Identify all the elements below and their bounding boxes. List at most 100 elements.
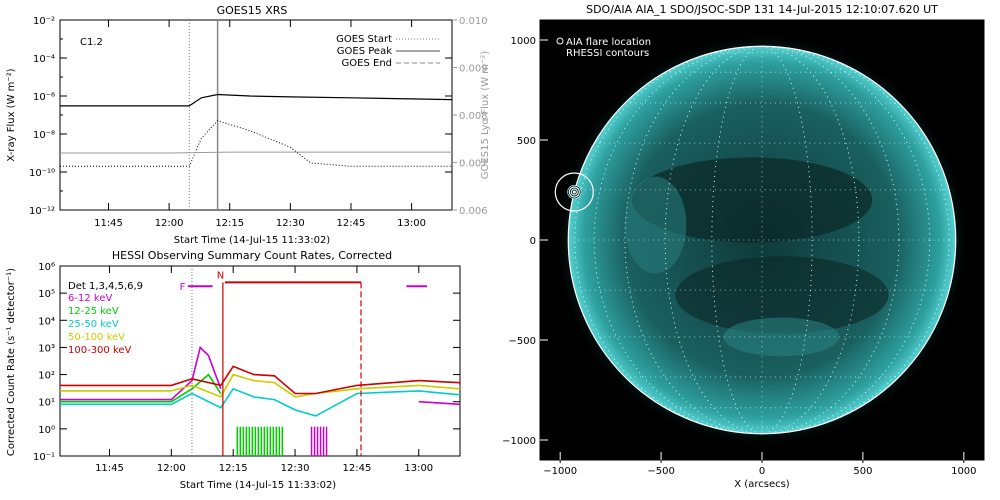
hessi-legend: Det 1,3,4,5,6,9 6-12 keV 12-25 keV 25-50 k… (68, 281, 143, 356)
hessi-x-tick-label: 12:00 (157, 463, 186, 474)
hessi-y-tick-label: 10⁻¹ (33, 452, 55, 463)
hessi-legend-2: 25-50 keV (68, 319, 119, 330)
goes-y2-tick-label: 0.009 (459, 64, 488, 75)
hessi-data: NF (60, 266, 461, 456)
aia-y-tick-label: 1000 (511, 36, 536, 47)
goes-y-tick-label: 10⁻⁸ (33, 130, 55, 141)
goes-xrs-panel: GOES15 XRS 10⁻² 10⁻⁴ 10⁻⁶ 10⁻⁸ 10⁻¹⁰ 10⁻¹² 0.… (6, 4, 491, 246)
aia-y-tick-label: −500 (509, 336, 536, 347)
goes-x-axis: 11:45 12:00 12:15 12:30 12:45 13:00 (94, 20, 426, 229)
bright-region-east (624, 176, 687, 274)
hessi-x-tick-label: 12:15 (219, 463, 248, 474)
limb-circle (567, 45, 957, 435)
goes-series-0 (60, 93, 453, 107)
legend-goes-end: GOES End (342, 58, 392, 69)
goes-series-1 (60, 120, 452, 167)
goes-y-tick-label: 10⁻¹⁰ (29, 168, 55, 179)
goes-data (60, 20, 453, 210)
hessi-detectors: Det 1,3,4,5,6,9 (68, 281, 143, 292)
goes-legend: GOES Start GOES Peak GOES End (336, 34, 440, 69)
aia-axes: −1000 −500 0 500 1000 1000 500 0 −500 −1000 (502, 36, 976, 477)
goes-y2-tick-label: 0.008 (459, 111, 488, 122)
aia-y-tick-label: −1000 (502, 436, 536, 447)
legend-rhessi-contours: RHESSI contours (566, 48, 649, 59)
hessi-panel: HESSI Observing Summary Count Rates, Cor… (6, 249, 461, 491)
goes-x-tick-label: 12:45 (337, 218, 366, 229)
hessi-y-tick-label: 10⁴ (38, 316, 55, 327)
hessi-x-label: Start Time (14-Jul-15 11:33:02) (180, 480, 337, 491)
aia-x-tick-label: −1000 (543, 466, 577, 477)
goes-flare-class: C1.2 (80, 37, 103, 48)
goes-y2-label: GOES15 Lyα Flux (W m⁻²) (480, 51, 491, 179)
goes-y2-tick-label: 0.007 (459, 159, 488, 170)
goes-x-tick-label: 13:00 (397, 218, 426, 229)
sun-disk (554, 32, 970, 448)
legend-aia-flare: AIA flare location (566, 37, 651, 48)
hessi-y-tick-label: 10⁶ (38, 262, 55, 273)
hessi-y-tick-label: 10⁵ (38, 289, 55, 300)
goes-y-tick-label: 10⁻¹² (29, 206, 55, 217)
goes-x-tick-label: 12:00 (155, 218, 184, 229)
goes-y2-tick-label: 0.006 (459, 206, 488, 217)
goes-y2-tick-label: 0.010 (459, 16, 488, 27)
hessi-marker-n: N (217, 270, 224, 281)
goes-series-2 (60, 151, 452, 154)
aia-x-tick-label: 1000 (951, 466, 976, 477)
aia-y-tick-label: 500 (517, 136, 536, 147)
goes-y-tick-label: 10⁻² (33, 16, 55, 27)
legend-goes-start: GOES Start (336, 34, 392, 45)
hessi-y-label: Corrected Count Rate (s⁻¹ detector⁻¹) (6, 268, 17, 456)
hessi-legend-1: 12-25 keV (68, 306, 119, 317)
goes-x-tick-label: 12:15 (215, 218, 244, 229)
hessi-title: HESSI Observing Summary Count Rates, Cor… (112, 249, 392, 262)
goes-plot-frame (59, 19, 453, 211)
hessi-series-3-seg0 (60, 373, 461, 398)
hessi-legend-4: 100-300 keV (68, 345, 132, 356)
aia-legend: AIA flare location RHESSI contours (556, 37, 651, 59)
aia-panel: SDO/AIA AIA_1 SDO/JSOC-SDP 131 14-Jul-20… (502, 0, 1000, 500)
aia-x-label: X (arcsecs) (734, 479, 790, 490)
hessi-y-tick-label: 10³ (38, 343, 55, 354)
hessi-legend-0: 6-12 keV (68, 293, 112, 304)
dark-region-north (631, 157, 873, 243)
legend-flare-marker (556, 37, 564, 45)
aia-y-tick-label: 0 (530, 236, 536, 247)
grid-longitude (624, 45, 900, 435)
hessi-x-axis: 11:45 12:00 12:15 12:30 12:45 13:00 (95, 266, 433, 474)
goes-y-tick-label: 10⁻⁴ (33, 54, 55, 65)
aia-x-tick-label: 0 (759, 466, 765, 477)
goes-y-axis: 10⁻² 10⁻⁴ 10⁻⁶ 10⁻⁸ 10⁻¹⁰ 10⁻¹² (29, 16, 452, 217)
hessi-x-tick-label: 12:45 (342, 463, 371, 474)
goes-x-tick-label: 11:45 (94, 218, 123, 229)
goes-x-label: Start Time (14-Jul-15 11:33:02) (174, 235, 331, 246)
legend-goes-peak: GOES Peak (337, 46, 392, 57)
bright-region-south (723, 317, 840, 357)
aia-x-tick-label: −500 (647, 466, 674, 477)
hessi-series-2-seg0 (60, 387, 461, 417)
goes-x-tick-label: 12:30 (276, 218, 305, 229)
hessi-series-0-seg0 (60, 345, 222, 401)
aia-title: SDO/AIA AIA_1 SDO/JSOC-SDP 131 14-Jul-20… (586, 3, 938, 16)
rhessi-contour-inner (571, 189, 577, 195)
grid-longitude (664, 45, 860, 435)
hessi-series-4-seg0 (60, 365, 461, 395)
hessi-series-1-seg0 (60, 373, 222, 403)
dark-region-south (675, 256, 889, 334)
rhessi-contour-mid (569, 187, 579, 197)
hessi-marker-f: F (180, 282, 186, 293)
hessi-legend-3: 50-100 keV (68, 332, 125, 343)
goes-y2-axis: 0.010 0.009 0.008 0.007 0.006 (452, 16, 488, 217)
hessi-series-0-seg1 (418, 400, 461, 406)
hessi-y-tick-label: 10² (38, 371, 55, 382)
hessi-y-tick-label: 10⁰ (38, 425, 55, 436)
aia-x-tick-label: 500 (853, 466, 872, 477)
hessi-x-tick-label: 12:30 (281, 463, 310, 474)
goes-y-label: X-ray Flux (W m⁻²) (6, 68, 17, 161)
hessi-x-tick-label: 11:45 (95, 463, 124, 474)
goes-title: GOES15 XRS (217, 4, 288, 17)
grid-longitude (574, 45, 950, 435)
flare-location-circle (554, 172, 594, 212)
goes-y-tick-label: 10⁻⁶ (33, 92, 55, 103)
rhessi-contour-outer (567, 185, 581, 199)
